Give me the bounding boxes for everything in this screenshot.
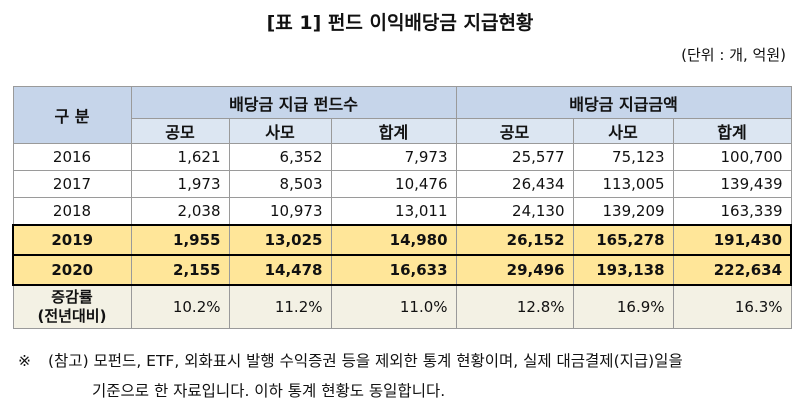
cell: 11.2% <box>228 284 332 329</box>
group-header: 배당금 지급금액 <box>455 86 792 119</box>
subheader: 합계 <box>672 118 792 144</box>
cell: 24,130 <box>455 197 574 226</box>
cell: 1,973 <box>130 170 230 198</box>
label-line: 증감률 <box>51 288 93 306</box>
cell: 6,352 <box>228 143 332 171</box>
cell: 163,339 <box>672 197 792 226</box>
cell: 10,476 <box>330 170 457 198</box>
table-row: 2017 1,973 8,503 10,476 26,434 113,005 139,439 <box>12 170 792 198</box>
cell: 13,011 <box>330 197 457 226</box>
subheader: 공모 <box>455 118 574 144</box>
table-row: 2016 1,621 6,352 7,973 25,577 75,123 100,700 <box>12 143 792 171</box>
cell: 100,700 <box>672 143 792 171</box>
cell: 1,621 <box>130 143 230 171</box>
cell: 29,496 <box>455 254 574 286</box>
table-body: 2016 1,621 6,352 7,973 25,577 75,123 100,700 20… <box>12 143 793 329</box>
subheader-row: 공모 사모 합계 공모 사모 합계 <box>13 118 792 144</box>
cell: 165,278 <box>572 224 674 256</box>
unit: (단위 : 개, 억원) <box>681 46 786 64</box>
cell: 10,973 <box>228 197 332 226</box>
cell: 139,439 <box>672 170 792 198</box>
subheader: 공모 <box>130 118 230 144</box>
cell: 26,152 <box>455 224 574 256</box>
table-row: 2019 1,955 13,025 14,980 26,152 165,278 191,43… <box>12 224 793 256</box>
cell: 2,155 <box>130 254 230 286</box>
cell: 7,973 <box>330 143 457 171</box>
cell: 16.3% <box>672 284 792 329</box>
change-row: 증감률 (전년대비) 10.2% 11.2% 11.0% 12.8% 16.9% 16.3% <box>12 284 792 329</box>
cell: 14,980 <box>330 224 457 256</box>
cell: 222,634 <box>672 254 793 286</box>
row-label: 증감률 (전년대비) <box>12 284 132 329</box>
cell: 139,209 <box>572 197 674 226</box>
cell: 14,478 <box>228 254 332 286</box>
cell: 16,633 <box>330 254 457 286</box>
footnote: ※ (참고) 모펀드, ETF, 외화표시 발행 수익증권 등을 제외한 통계 … <box>18 346 683 406</box>
cell: 11.0% <box>330 284 457 329</box>
group-header: 배당금 지급 펀드수 <box>130 86 457 119</box>
cell: 1,955 <box>130 224 230 256</box>
row-label: 2016 <box>12 143 132 171</box>
cell: 191,430 <box>672 224 793 256</box>
table-row: 2020 2,155 14,478 16,633 29,496 193,138 222,63… <box>12 254 793 286</box>
cell: 8,503 <box>228 170 332 198</box>
cell: 13,025 <box>228 224 332 256</box>
cell: 26,434 <box>455 170 574 198</box>
row-label: 2017 <box>12 170 132 198</box>
cell: 25,577 <box>455 143 574 171</box>
row-label: 2018 <box>12 197 132 226</box>
title: [표 1] 펀드 이익배당금 지급현황 <box>266 12 534 34</box>
corner-header: 구 분 <box>12 86 132 144</box>
cell: 113,005 <box>572 170 674 198</box>
cell: 10.2% <box>130 284 230 329</box>
note-line: 기준으로 한 자료입니다. 이하 통계 현황도 동일합니다. <box>92 382 446 400</box>
note-mark: ※ <box>18 352 31 370</box>
cell: 2,038 <box>130 197 230 226</box>
label-line: (전년대비) <box>37 307 107 325</box>
dividend-table: 구 분 배당금 지급 펀드수 배당금 지급금액 공모 사모 합계 공모 사모 합계 201… <box>12 86 793 329</box>
cell: 193,138 <box>572 254 674 286</box>
cell: 16.9% <box>572 284 674 329</box>
cell: 75,123 <box>572 143 674 171</box>
row-label: 2020 <box>12 254 132 286</box>
subheader: 합계 <box>330 118 457 144</box>
subheader: 사모 <box>228 118 332 144</box>
table-row: 2018 2,038 10,973 13,011 24,130 139,209 163,33… <box>12 197 792 226</box>
subheader: 사모 <box>572 118 674 144</box>
note-line: (참고) 모펀드, ETF, 외화표시 발행 수익증권 등을 제외한 통계 현황… <box>48 352 683 370</box>
cell: 12.8% <box>455 284 574 329</box>
row-label: 2019 <box>12 224 132 256</box>
